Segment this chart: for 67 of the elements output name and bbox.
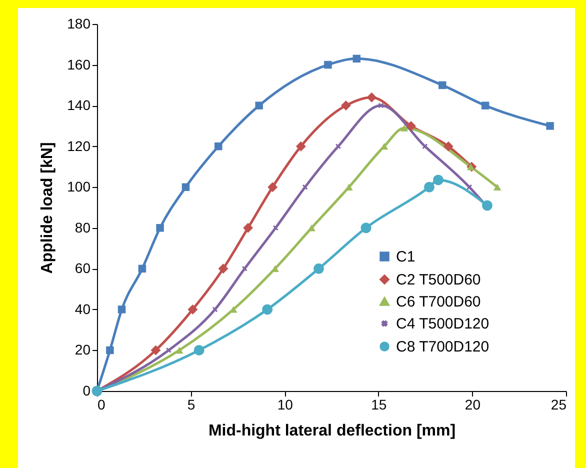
x-axis-title: Mid-hight lateral deflection [mm]: [208, 422, 456, 440]
point: [214, 142, 222, 150]
legend-label: C4 T500D120: [396, 316, 490, 332]
legend-label: C6 T700D60: [396, 294, 481, 310]
legend-label: C8 T700D120: [396, 338, 490, 356]
point: [466, 184, 472, 190]
x-tick-label: 10: [277, 396, 294, 412]
point: [166, 348, 172, 353]
point: [150, 345, 161, 356]
y-tick-label: 140: [67, 97, 91, 114]
x-tick-label: 5: [187, 396, 196, 412]
y-axis-title: Applide load [kN]: [39, 142, 56, 274]
point: [262, 304, 273, 315]
point: [366, 92, 377, 102]
x-tick-label: 0: [98, 396, 106, 412]
x-tick-label: 20: [464, 396, 481, 412]
point: [182, 183, 190, 191]
point: [268, 182, 278, 192]
point: [212, 306, 218, 312]
y-tick-label: 20: [74, 342, 91, 358]
point: [272, 225, 278, 231]
point: [308, 224, 316, 232]
point: [378, 102, 384, 108]
y-tick-label: 180: [67, 16, 91, 32]
point: [271, 265, 279, 272]
x-tick-label: 15: [371, 396, 387, 412]
point: [438, 81, 446, 90]
point: [188, 304, 198, 314]
point: [493, 184, 502, 190]
point: [443, 141, 454, 152]
point: [336, 144, 341, 149]
point: [406, 120, 416, 131]
point: [118, 306, 126, 314]
point: [324, 60, 332, 69]
point: [106, 346, 114, 354]
point: [243, 222, 254, 233]
y-tick-label: 80: [74, 219, 91, 236]
point: [255, 102, 263, 110]
point: [481, 102, 490, 110]
point: [482, 200, 492, 211]
point: [360, 222, 372, 234]
point: [400, 124, 408, 132]
point: [218, 264, 228, 274]
y-tick-label: 120: [67, 138, 91, 154]
point: [424, 182, 434, 192]
point: [345, 184, 353, 190]
x-tick-label: 25: [550, 396, 567, 412]
point: [546, 122, 554, 130]
point: [340, 100, 351, 111]
point: [156, 224, 164, 232]
point: [422, 144, 428, 149]
point: [296, 141, 306, 152]
point: [175, 346, 184, 354]
y-tick-label: 60: [74, 260, 91, 276]
point: [138, 264, 146, 273]
point: [242, 266, 248, 272]
y-tick-label: 160: [67, 56, 91, 72]
point: [314, 263, 324, 274]
point: [194, 344, 204, 356]
point: [302, 184, 308, 190]
y-tick-label: 40: [74, 300, 91, 317]
legend-label: C1: [396, 248, 416, 266]
point: [433, 174, 444, 186]
legend-label: C2 T500D60: [396, 272, 481, 288]
y-tick-label: 100: [67, 178, 91, 195]
point: [352, 54, 361, 63]
y-tick-label: 0: [82, 382, 91, 398]
